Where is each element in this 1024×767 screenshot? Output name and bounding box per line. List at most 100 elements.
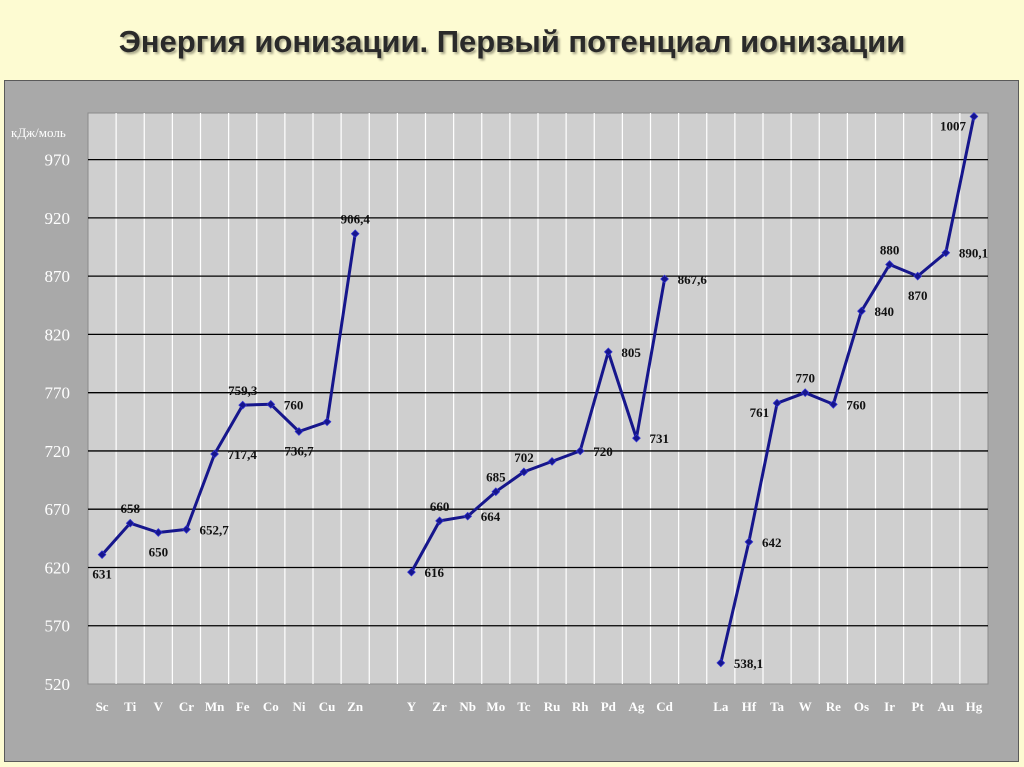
data-label: 658: [120, 501, 140, 516]
y-tick-label: 720: [45, 442, 71, 461]
x-tick-label: Y: [407, 699, 417, 714]
data-label: 761: [750, 405, 770, 420]
data-label: 906,4: [341, 212, 371, 227]
y-tick-label: 520: [45, 675, 71, 694]
x-tick-label: Os: [854, 699, 869, 714]
data-label: 805: [621, 345, 641, 360]
data-point-marker: [575, 446, 585, 456]
y-axis-unit-label: кДж/моль: [11, 125, 66, 140]
x-tick-label: La: [713, 699, 729, 714]
data-label: 770: [795, 371, 815, 386]
data-point-marker: [266, 399, 276, 409]
data-point-marker: [547, 457, 557, 466]
x-tick-label: Mo: [486, 699, 505, 714]
y-tick-label: 870: [45, 267, 71, 286]
data-point-marker: [828, 399, 838, 409]
x-tick-label: Zn: [347, 699, 364, 714]
y-tick-label: 820: [45, 325, 71, 344]
data-label: 890,1: [959, 246, 988, 261]
data-point-marker: [153, 528, 163, 537]
x-tick-label: Hg: [966, 699, 983, 714]
data-label: 736,7: [284, 443, 314, 458]
data-label: 760: [284, 397, 304, 412]
data-label: 760: [846, 397, 866, 412]
x-tick-label: Rh: [572, 699, 589, 714]
x-tick-label: Sc: [96, 699, 109, 714]
y-tick-label: 670: [45, 500, 71, 519]
chart-frame: 520 570 620 670 720 770 820 870 920 970 кДж/моль …: [4, 80, 1019, 762]
data-point-marker: [969, 112, 979, 121]
x-tick-label: V: [154, 699, 164, 714]
x-tick-label: W: [799, 699, 812, 714]
data-point-marker: [800, 388, 810, 398]
data-point-marker: [463, 511, 473, 521]
x-tick-label: Fe: [236, 699, 250, 714]
data-point-marker: [322, 417, 332, 427]
data-point-marker: [632, 433, 641, 443]
x-tick-label: Ni: [292, 699, 305, 714]
data-label: 702: [514, 450, 534, 465]
data-label: 759,3: [228, 383, 258, 398]
x-tick-label: Ti: [124, 699, 136, 714]
data-point-marker: [716, 658, 726, 668]
data-label: 660: [430, 499, 450, 514]
x-tick-label: Mn: [205, 699, 225, 714]
x-tick-label: Ru: [544, 699, 561, 714]
data-label: 685: [486, 470, 506, 485]
y-tick-label: 770: [45, 384, 71, 403]
data-point-marker: [407, 567, 416, 577]
x-tick-label: Tc: [517, 699, 530, 714]
data-label: 642: [762, 535, 782, 550]
data-label: 880: [880, 242, 900, 257]
data-label: 652,7: [199, 522, 229, 537]
x-tick-label: Pt: [912, 699, 925, 714]
data-label: 720: [593, 444, 613, 459]
x-tick-label: Ir: [884, 699, 895, 714]
data-point-marker: [660, 274, 669, 284]
data-point-marker: [913, 271, 923, 281]
data-label: 650: [149, 545, 169, 560]
data-point-marker: [238, 400, 248, 410]
series-line-segment: [410, 278, 667, 573]
data-point-marker: [350, 229, 360, 239]
data-label: 717,4: [228, 447, 258, 462]
data-label: 870: [908, 288, 928, 303]
x-tick-label: Cu: [319, 699, 336, 714]
data-label: 616: [424, 565, 444, 580]
data-point-marker: [182, 524, 191, 534]
data-point-marker: [519, 467, 529, 477]
x-tick-label: Re: [826, 699, 841, 714]
x-tick-label: Pd: [601, 699, 617, 714]
slide-title: Энергия ионизации. Первый потенциал иони…: [118, 24, 906, 59]
x-tick-label: Au: [938, 699, 955, 714]
data-label: 664: [481, 509, 501, 524]
x-tick-label: Ag: [628, 699, 644, 714]
x-axis-ticks: Sc Ti V Cr Mn Fe Co Ni Cu Zn Y Zr Nb Mo Tc Ru Rh Pd Ag Cd La…: [96, 699, 983, 714]
x-tick-label: Zr: [432, 699, 447, 714]
data-label: 1007: [940, 118, 967, 133]
x-tick-label: Cd: [656, 699, 673, 714]
series-lines: [100, 116, 976, 664]
data-point-marker: [435, 516, 444, 526]
data-point-marker: [885, 260, 894, 269]
y-axis-ticks: 520 570 620 670 720 770 820 870 920 970: [45, 151, 71, 694]
data-label: 631: [92, 567, 112, 582]
y-tick-label: 570: [45, 617, 71, 636]
data-point-marker: [491, 487, 501, 497]
data-point-marker: [97, 550, 107, 560]
data-label: 731: [649, 431, 669, 446]
data-point-marker: [772, 398, 782, 408]
y-tick-label: 920: [45, 209, 71, 228]
x-tick-label: Ta: [770, 699, 784, 714]
y-tick-label: 970: [45, 151, 71, 170]
series-line-segment: [100, 233, 357, 556]
data-point-marker: [941, 248, 951, 258]
series-line-segment: [719, 116, 976, 664]
x-tick-label: Hf: [742, 699, 757, 714]
data-labels: 631 658 650 652,7 717,4 759,3 760 736,7 906,4 616…: [92, 118, 988, 670]
data-markers: [97, 112, 979, 668]
data-point-marker: [294, 427, 304, 436]
data-point-marker: [125, 518, 135, 528]
data-label: 840: [874, 304, 894, 319]
